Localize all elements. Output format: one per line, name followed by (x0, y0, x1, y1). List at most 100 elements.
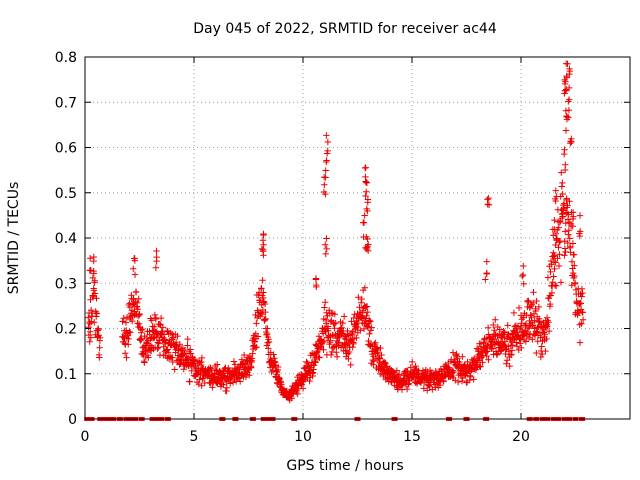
data-point (570, 213, 577, 220)
data-point (579, 316, 587, 323)
data-point (563, 113, 570, 120)
data-point (229, 379, 237, 386)
data-point (549, 226, 557, 233)
data-point (561, 166, 569, 174)
data-point (333, 349, 340, 356)
data-point (354, 323, 361, 331)
x-tick-label: 20 (512, 429, 530, 445)
data-point (347, 361, 354, 369)
data-point (309, 369, 317, 376)
data-point (553, 235, 561, 242)
data-point (325, 327, 332, 334)
data-point (260, 241, 267, 248)
data-point (553, 193, 560, 200)
data-point (542, 347, 549, 355)
data-point (167, 329, 174, 337)
data-point (527, 311, 534, 319)
data-point (277, 378, 284, 385)
data-point (156, 320, 163, 328)
data-point (541, 331, 549, 338)
data-point (260, 231, 267, 239)
data-point (575, 309, 583, 317)
data-point (198, 382, 205, 389)
data-point (449, 367, 456, 374)
data-point (186, 378, 193, 386)
data-point (565, 227, 573, 234)
data-point (484, 324, 492, 331)
data-point (340, 313, 348, 320)
x-tick-label: 0 (81, 429, 90, 445)
data-point (124, 332, 132, 339)
data-point (163, 327, 171, 335)
data-point (533, 297, 540, 305)
data-point (240, 351, 248, 359)
data-point (463, 379, 470, 386)
data-point (96, 334, 104, 342)
data-point (362, 192, 369, 200)
data-point (313, 281, 320, 289)
y-tick-label: 0.3 (55, 276, 77, 292)
data-point (561, 252, 568, 259)
data-point (551, 265, 558, 273)
data-point (520, 262, 527, 270)
data-point (272, 359, 279, 366)
data-point (556, 239, 563, 246)
data-point (170, 334, 177, 342)
data-point (550, 273, 557, 280)
y-tick-label: 0.7 (55, 95, 77, 111)
data-point (161, 336, 168, 343)
data-point (576, 230, 583, 237)
data-point (526, 323, 533, 331)
data-point (120, 334, 128, 341)
data-point (180, 365, 187, 373)
data-point (120, 315, 127, 322)
data-point (500, 341, 508, 349)
data-point (555, 262, 563, 270)
data-point (543, 335, 550, 343)
data-point (503, 360, 510, 367)
data-point (121, 350, 129, 357)
data-point (559, 190, 566, 198)
data-point (223, 384, 231, 391)
data-point (538, 343, 545, 350)
data-point (467, 373, 474, 381)
data-point (87, 328, 94, 335)
data-point (315, 353, 322, 361)
data-point (568, 135, 575, 143)
data-point (368, 324, 375, 331)
data-point (362, 173, 369, 181)
data-point (561, 146, 568, 153)
data-point (184, 342, 191, 349)
data-point (209, 384, 216, 391)
data-point (578, 293, 585, 300)
data-point (271, 358, 278, 365)
data-point (459, 353, 466, 360)
data-point (262, 308, 269, 316)
data-point (562, 220, 569, 227)
data-point (544, 274, 552, 281)
data-point (554, 255, 561, 262)
data-point (198, 354, 206, 362)
data-point (160, 343, 167, 350)
data-point (299, 385, 307, 392)
data-points (84, 60, 587, 421)
data-point (483, 269, 490, 277)
data-point (134, 306, 142, 313)
data-point (130, 255, 138, 262)
data-point (536, 317, 543, 325)
data-point (310, 366, 317, 373)
data-point (274, 363, 282, 371)
data-point (303, 358, 310, 366)
data-point (153, 247, 160, 255)
data-point (576, 300, 583, 308)
y-tick-label: 0.5 (55, 186, 77, 202)
data-point (513, 339, 520, 346)
data-point (577, 300, 585, 307)
data-point (349, 343, 356, 351)
data-point (254, 333, 262, 340)
data-point (251, 338, 259, 346)
data-point (321, 181, 328, 188)
data-point (535, 303, 543, 311)
data-point (366, 330, 373, 338)
data-point (332, 319, 339, 327)
